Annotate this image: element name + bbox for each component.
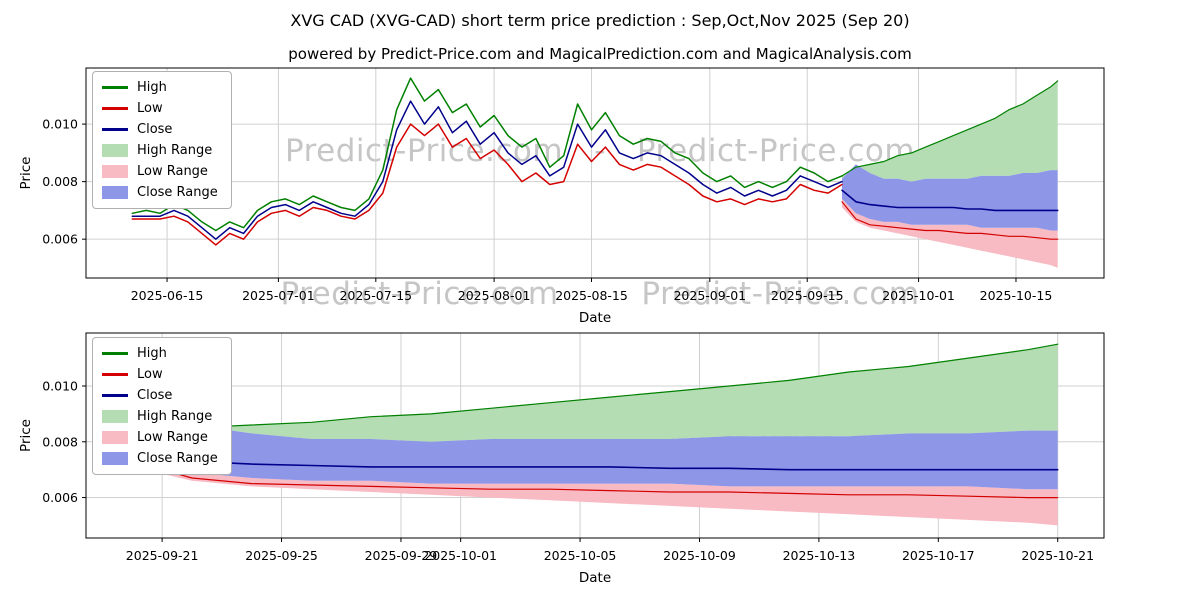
x-tick-label: 2025-10-01	[882, 288, 955, 303]
y-axis-label: Price	[18, 419, 34, 452]
page-subtitle: powered by Predict-Price.com and Magical…	[288, 45, 912, 63]
plot-border	[85, 67, 1105, 279]
y-tick-label: 0.010	[42, 378, 78, 393]
x-axis-label: Date	[579, 570, 611, 586]
legend-item-low-range: Low Range	[102, 429, 218, 446]
x-tick-label: 2025-06-15	[131, 288, 204, 303]
legend-swatch	[102, 431, 128, 444]
legend-label: High Range	[137, 143, 213, 158]
legend-label: Low	[137, 367, 163, 382]
x-tick-label: 2025-10-13	[783, 548, 856, 563]
bottom-chart-canvas: 2025-09-21 2025-09-25 2025-09-292025-10-01…	[18, 332, 1105, 586]
close-line	[131, 100, 843, 240]
x-tick-label: 2025-08-01	[458, 288, 531, 303]
high-range-band	[842, 80, 1058, 182]
close-range-band	[132, 425, 1058, 490]
legend-label: Close	[137, 388, 173, 403]
x-tick-label: 2025-10-17	[902, 548, 975, 563]
x-tick-label: 2025-07-15	[339, 288, 412, 303]
legend-item-close: Close	[102, 387, 218, 404]
forecast-close-line	[841, 189, 1059, 212]
high-range-band	[132, 344, 1058, 442]
page-title: XVG CAD (XVG-CAD) short term price predi…	[290, 11, 910, 30]
legend-label: Close Range	[137, 451, 218, 466]
y-tick-label: 0.006	[42, 490, 78, 505]
legend-swatch	[102, 86, 128, 89]
legend-item-high: High	[102, 79, 218, 96]
plot-border	[85, 332, 1105, 539]
forecast-low-line	[131, 460, 1059, 499]
y-tick-label: 0.010	[42, 117, 78, 132]
legend-item-close-range: Close Range	[102, 184, 218, 201]
low-range-band	[842, 198, 1058, 268]
legend-label: High Range	[137, 409, 213, 424]
legend-swatch	[102, 107, 128, 110]
legend-label: Close Range	[137, 185, 218, 200]
high-line	[131, 77, 843, 232]
top-chart-canvas: 2025-06-15 2025-07-01 2025-07-15 2025-08-01…	[18, 67, 1105, 326]
x-tick-label: 2025-09-29	[365, 548, 438, 563]
y-axis-label: Price	[18, 157, 34, 190]
legend-label: Low Range	[137, 430, 208, 445]
legend-item-low-range: Low Range	[102, 163, 218, 180]
low-range-band	[132, 458, 1058, 526]
x-tick-label: 2025-10-15	[980, 288, 1053, 303]
x-tick-label: 2025-08-15	[555, 288, 628, 303]
forecast-high-line	[131, 343, 1059, 437]
legend-label: Low	[137, 101, 163, 116]
legend-swatch	[102, 165, 128, 178]
bottom-chart-legend: High Low Close High Range Low Range Close Ran…	[92, 337, 232, 475]
x-tick-label: 2025-10-09	[663, 548, 736, 563]
watermark-middle: Predict-Price.com Predict-Price.com	[280, 276, 920, 312]
y-tick-label: 0.006	[42, 232, 78, 247]
legend-label: Close	[137, 122, 173, 137]
x-tick-label: 2025-10-01	[424, 548, 497, 563]
x-tick-label: 2025-09-25	[245, 548, 318, 563]
legend-swatch	[102, 352, 128, 355]
legend-swatch	[102, 186, 128, 199]
x-tick-label: 2025-10-21	[1021, 548, 1094, 563]
legend-item-low: Low	[102, 366, 218, 383]
low-line	[131, 123, 843, 246]
legend-label: High	[137, 80, 167, 95]
y-tick-label: 0.008	[42, 434, 78, 449]
watermark-top-chart: Predict-Price.com - Predict-Price.com	[284, 133, 916, 169]
forecast-low-line	[841, 201, 1059, 240]
legend-swatch	[102, 452, 128, 465]
forecast-close-line	[131, 449, 1059, 471]
legend-swatch	[102, 373, 128, 376]
legend-swatch	[102, 128, 128, 131]
x-tick-label: 2025-09-01	[673, 288, 746, 303]
x-tick-label: 2025-09-21	[126, 548, 199, 563]
x-tick-label: 2025-09-15	[771, 288, 844, 303]
forecast-high-line	[841, 80, 1059, 177]
legend-label: High	[137, 346, 167, 361]
legend-item-high-range: High Range	[102, 142, 218, 159]
legend-swatch	[102, 410, 128, 423]
legend-label: Low Range	[137, 164, 208, 179]
x-axis-label: Date	[579, 310, 611, 326]
legend-item-high: High	[102, 345, 218, 362]
legend-swatch	[102, 144, 128, 157]
close-range-band	[842, 164, 1058, 231]
legend-item-low: Low	[102, 100, 218, 117]
y-tick-label: 0.008	[42, 174, 78, 189]
x-tick-label: 2025-07-01	[242, 288, 315, 303]
x-tick-label: 2025-10-05	[544, 548, 617, 563]
legend-item-high-range: High Range	[102, 408, 218, 425]
legend-item-close-range: Close Range	[102, 450, 218, 467]
legend-swatch	[102, 394, 128, 397]
legend-item-close: Close	[102, 121, 218, 138]
top-chart-legend: High Low Close High Range Low Range Close Ran…	[92, 71, 232, 209]
